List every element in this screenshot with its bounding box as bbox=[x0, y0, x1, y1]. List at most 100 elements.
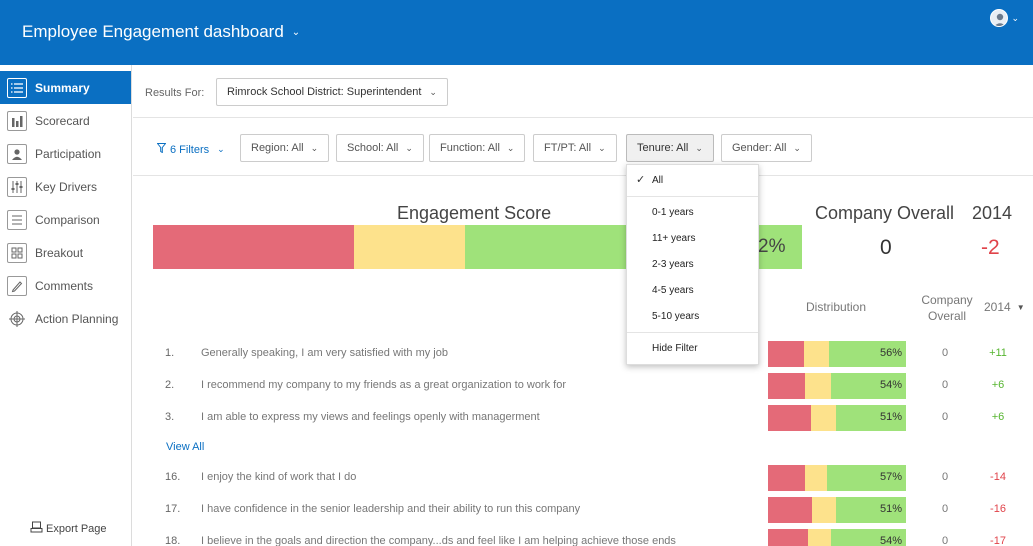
target-icon bbox=[7, 309, 27, 329]
option-label: 11+ years bbox=[652, 233, 695, 244]
bar-chart-icon bbox=[7, 111, 27, 131]
export-page-label: Export Page bbox=[46, 523, 107, 535]
results-for-value: Rimrock School District: Superintendent bbox=[227, 86, 421, 98]
question-text: I recommend my company to my friends as … bbox=[201, 379, 566, 391]
ftpt-filter[interactable]: FT/PT: All ⌄ bbox=[533, 134, 617, 162]
dashboard-title: Employee Engagement dashboard bbox=[22, 22, 284, 42]
question-year-delta: +6 bbox=[983, 411, 1013, 423]
sort-caret-icon: ▼ bbox=[1017, 303, 1025, 312]
engagement-score-title: Engagement Score bbox=[397, 203, 551, 224]
tenure-filter[interactable]: Tenure: All ⌄ bbox=[626, 134, 714, 162]
list-icon bbox=[7, 78, 27, 98]
results-for-select[interactable]: Rimrock School District: Superintendent … bbox=[216, 78, 448, 106]
region-filter[interactable]: Region: All ⌄ bbox=[240, 134, 329, 162]
option-label: All bbox=[652, 175, 663, 186]
question-year-delta: -14 bbox=[983, 471, 1013, 483]
chevron-down-icon: ⌄ bbox=[405, 143, 413, 154]
filter-label: Tenure: All bbox=[637, 142, 688, 154]
option-label: 0-1 years bbox=[652, 207, 694, 218]
question-row: 2. I recommend my company to my friends … bbox=[133, 373, 1033, 399]
pencil-icon bbox=[7, 276, 27, 296]
divider bbox=[627, 196, 758, 197]
sidebar-item-label: Comments bbox=[35, 279, 93, 293]
tenure-option[interactable]: 2-3 years bbox=[627, 252, 758, 276]
tenure-option[interactable]: 4-5 years bbox=[627, 278, 758, 302]
question-row: 16. I enjoy the kind of work that I do 5… bbox=[133, 465, 1033, 491]
chevron-down-icon: ⌄ bbox=[695, 143, 703, 154]
filter-label: Region: All bbox=[251, 142, 304, 154]
sidebar-item-label: Scorecard bbox=[35, 114, 90, 128]
engagement-percent: 2% bbox=[758, 236, 785, 258]
sidebar-item-action-planning[interactable]: Action Planning bbox=[0, 302, 131, 335]
question-company-value: 0 bbox=[942, 379, 948, 391]
question-text: I enjoy the kind of work that I do bbox=[201, 471, 356, 483]
results-for-label: Results For: bbox=[145, 87, 204, 99]
hide-filter-option[interactable]: Hide Filter bbox=[627, 336, 758, 360]
question-company-value: 0 bbox=[942, 471, 948, 483]
question-favorable-percent: 51% bbox=[768, 503, 902, 515]
sidebar-item-label: Participation bbox=[35, 147, 101, 161]
year-column-header[interactable]: 2014 ▼ bbox=[984, 300, 1025, 314]
filter-label: FT/PT: All bbox=[544, 142, 591, 154]
question-text: I believe in the goals and direction the… bbox=[201, 535, 676, 546]
question-number: 16. bbox=[165, 471, 180, 483]
view-all-link[interactable]: View All bbox=[166, 441, 204, 453]
user-menu[interactable]: ⌄ bbox=[990, 9, 1019, 27]
option-label: Hide Filter bbox=[652, 343, 698, 354]
question-year-delta: +6 bbox=[983, 379, 1013, 391]
sidebar-item-breakout[interactable]: Breakout bbox=[0, 236, 131, 269]
question-row: 3. I am able to express my views and fee… bbox=[133, 405, 1033, 431]
question-number: 18. bbox=[165, 535, 180, 546]
question-favorable-percent: 56% bbox=[768, 347, 902, 359]
tenure-option[interactable]: 0-1 years bbox=[627, 200, 758, 224]
year-column-label: 2014 bbox=[984, 300, 1011, 314]
divider bbox=[627, 332, 758, 333]
question-favorable-percent: 54% bbox=[768, 379, 902, 391]
neutral-segment bbox=[354, 225, 464, 269]
gender-filter[interactable]: Gender: All ⌄ bbox=[721, 134, 812, 162]
school-filter[interactable]: School: All ⌄ bbox=[336, 134, 424, 162]
tenure-dropdown-menu: ✓ All 0-1 years 11+ years 2-3 years 4-5 … bbox=[626, 164, 759, 365]
sidebar-item-label: Breakout bbox=[35, 246, 83, 260]
question-text: Generally speaking, I am very satisfied … bbox=[201, 347, 448, 359]
tenure-option[interactable]: 11+ years bbox=[627, 226, 758, 250]
tenure-option[interactable]: 5-10 years bbox=[627, 304, 758, 328]
company-overall-value: 0 bbox=[880, 236, 892, 260]
dashboard-title-menu[interactable]: Employee Engagement dashboard ⌄ bbox=[22, 22, 300, 42]
filters-toggle[interactable]: 6 Filters ⌄ bbox=[157, 143, 225, 156]
distribution-column-header: Distribution bbox=[806, 300, 866, 314]
sidebar-item-comments[interactable]: Comments bbox=[0, 269, 131, 302]
question-row: 1. Generally speaking, I am very satisfi… bbox=[133, 341, 1033, 367]
top-header: Employee Engagement dashboard ⌄ ⌄ bbox=[0, 0, 1033, 65]
chevron-down-icon: ⌄ bbox=[507, 143, 515, 154]
year-title: 2014 bbox=[972, 203, 1012, 224]
tenure-option-all[interactable]: ✓ All bbox=[627, 168, 758, 192]
sliders-icon bbox=[7, 177, 27, 197]
export-page-button[interactable]: Export Page bbox=[30, 521, 107, 536]
function-filter[interactable]: Function: All ⌄ bbox=[429, 134, 525, 162]
question-company-value: 0 bbox=[942, 535, 948, 546]
sidebar-item-summary[interactable]: Summary bbox=[0, 71, 131, 104]
printer-icon bbox=[30, 521, 43, 536]
unfavorable-segment bbox=[153, 225, 354, 269]
option-label: 5-10 years bbox=[652, 311, 699, 322]
grid-icon bbox=[7, 243, 27, 263]
sidebar-item-comparison[interactable]: Comparison bbox=[0, 203, 131, 236]
results-bar: Results For: Rimrock School District: Su… bbox=[133, 65, 1033, 118]
chevron-down-icon: ⌄ bbox=[598, 143, 606, 154]
sidebar-item-label: Summary bbox=[35, 81, 90, 95]
question-number: 17. bbox=[165, 503, 180, 515]
company-overall-title: Company Overall bbox=[815, 203, 954, 224]
filter-label: Gender: All bbox=[732, 142, 786, 154]
question-favorable-percent: 54% bbox=[768, 535, 902, 546]
question-favorable-percent: 51% bbox=[768, 411, 902, 423]
sidebar-item-participation[interactable]: Participation bbox=[0, 137, 131, 170]
option-label: 4-5 years bbox=[652, 285, 694, 296]
chevron-down-icon: ⌄ bbox=[793, 143, 801, 154]
question-text: I am able to express my views and feelin… bbox=[201, 411, 540, 423]
sidebar-item-key-drivers[interactable]: Key Drivers bbox=[0, 170, 131, 203]
sidebar-item-scorecard[interactable]: Scorecard bbox=[0, 104, 131, 137]
person-icon bbox=[7, 144, 27, 164]
filter-label: Function: All bbox=[440, 142, 500, 154]
lines-icon bbox=[7, 210, 27, 230]
